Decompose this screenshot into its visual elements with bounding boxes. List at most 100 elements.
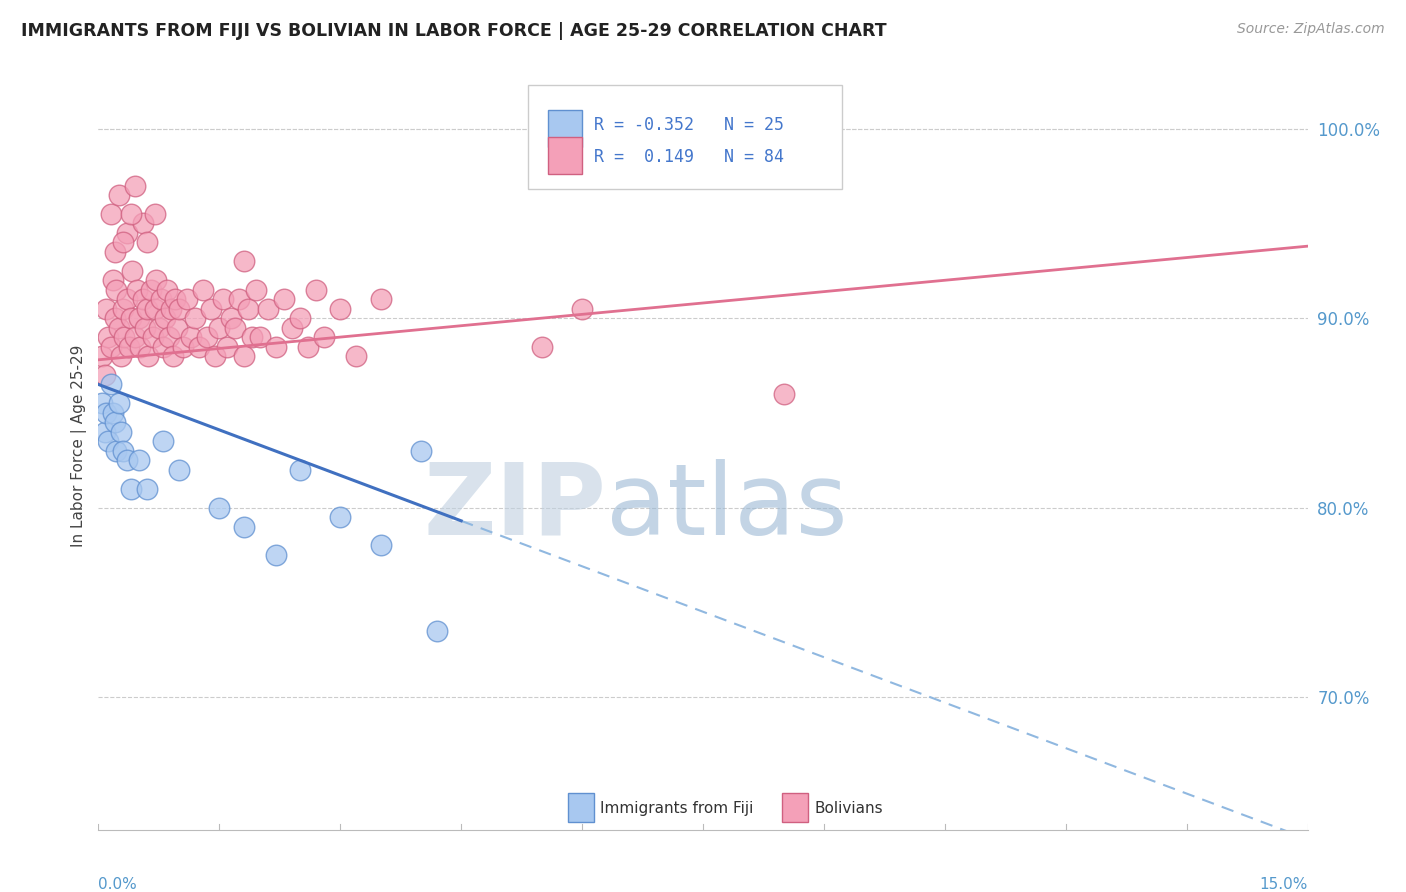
Point bbox=[96, 301, 118, 316]
Point bbox=[167, 301, 190, 316]
Point bbox=[127, 283, 149, 297]
Point bbox=[314, 330, 336, 344]
Point bbox=[409, 443, 432, 458]
Point bbox=[156, 283, 179, 297]
Point bbox=[148, 320, 170, 334]
Text: atlas: atlas bbox=[606, 458, 848, 556]
Point bbox=[221, 311, 243, 326]
Point bbox=[121, 264, 143, 278]
Point bbox=[240, 330, 263, 344]
FancyBboxPatch shape bbox=[527, 86, 842, 189]
Point bbox=[110, 425, 132, 439]
Point bbox=[124, 330, 146, 344]
Point bbox=[228, 292, 250, 306]
Point bbox=[118, 340, 141, 354]
Point bbox=[115, 453, 138, 467]
Point bbox=[107, 396, 129, 410]
Point bbox=[132, 216, 155, 230]
FancyBboxPatch shape bbox=[548, 136, 582, 174]
Point bbox=[264, 340, 287, 354]
Point bbox=[143, 301, 166, 316]
Y-axis label: In Labor Force | Age 25-29: In Labor Force | Age 25-29 bbox=[72, 345, 87, 547]
Point bbox=[305, 283, 328, 297]
Point bbox=[180, 330, 202, 344]
Point bbox=[105, 283, 128, 297]
Point bbox=[281, 320, 304, 334]
FancyBboxPatch shape bbox=[782, 793, 808, 822]
Point bbox=[111, 235, 134, 250]
Point bbox=[329, 301, 352, 316]
Point bbox=[107, 320, 129, 334]
Point bbox=[288, 311, 311, 326]
Point bbox=[184, 311, 207, 326]
Text: Immigrants from Fiji: Immigrants from Fiji bbox=[600, 801, 754, 815]
Point bbox=[97, 434, 120, 449]
Text: 0.0%: 0.0% bbox=[98, 877, 138, 892]
Point bbox=[172, 340, 194, 354]
Point bbox=[115, 226, 138, 240]
Point bbox=[426, 624, 449, 638]
Point bbox=[143, 207, 166, 221]
Point bbox=[150, 292, 173, 306]
Point bbox=[120, 311, 142, 326]
Point bbox=[124, 178, 146, 193]
Text: IMMIGRANTS FROM FIJI VS BOLIVIAN IN LABOR FORCE | AGE 25-29 CORRELATION CHART: IMMIGRANTS FROM FIJI VS BOLIVIAN IN LABO… bbox=[21, 22, 887, 40]
Point bbox=[103, 415, 125, 429]
Point bbox=[162, 349, 184, 363]
Point bbox=[245, 283, 267, 297]
Point bbox=[107, 188, 129, 202]
Point bbox=[138, 349, 160, 363]
Point bbox=[128, 453, 150, 467]
Text: 15.0%: 15.0% bbox=[1260, 877, 1308, 892]
Point bbox=[91, 349, 114, 363]
Point bbox=[135, 235, 157, 250]
FancyBboxPatch shape bbox=[548, 110, 582, 147]
Point bbox=[96, 406, 118, 420]
Point bbox=[115, 292, 138, 306]
Point bbox=[135, 301, 157, 316]
Point bbox=[101, 406, 124, 420]
Point bbox=[110, 349, 132, 363]
Point bbox=[160, 301, 183, 316]
Point bbox=[100, 207, 122, 221]
Point bbox=[163, 292, 186, 306]
Point bbox=[370, 292, 392, 306]
Point bbox=[273, 292, 295, 306]
Point bbox=[772, 387, 794, 401]
Point bbox=[249, 330, 271, 344]
Point bbox=[91, 396, 114, 410]
Point bbox=[571, 301, 593, 316]
Point bbox=[344, 349, 367, 363]
Point bbox=[128, 311, 150, 326]
Point bbox=[232, 254, 254, 268]
Point bbox=[100, 377, 122, 392]
Point bbox=[200, 301, 222, 316]
Point bbox=[152, 340, 174, 354]
Point bbox=[176, 292, 198, 306]
Point bbox=[129, 340, 152, 354]
Point bbox=[166, 320, 188, 334]
Point bbox=[103, 311, 125, 326]
Point bbox=[212, 292, 235, 306]
Point bbox=[94, 368, 117, 382]
Point bbox=[224, 320, 246, 334]
Point bbox=[101, 273, 124, 287]
Point bbox=[288, 463, 311, 477]
Point bbox=[111, 443, 134, 458]
Point bbox=[530, 340, 553, 354]
Point bbox=[188, 340, 211, 354]
Point bbox=[153, 311, 176, 326]
Point bbox=[208, 500, 231, 515]
Point bbox=[232, 519, 254, 533]
Point bbox=[152, 434, 174, 449]
Text: R =  0.149   N = 84: R = 0.149 N = 84 bbox=[595, 148, 785, 166]
Point bbox=[120, 482, 142, 496]
Point bbox=[204, 349, 226, 363]
Text: Bolivians: Bolivians bbox=[814, 801, 883, 815]
Point bbox=[264, 548, 287, 562]
Point bbox=[112, 330, 135, 344]
Point bbox=[120, 207, 142, 221]
Point bbox=[145, 273, 167, 287]
Point bbox=[329, 510, 352, 524]
Point bbox=[195, 330, 218, 344]
